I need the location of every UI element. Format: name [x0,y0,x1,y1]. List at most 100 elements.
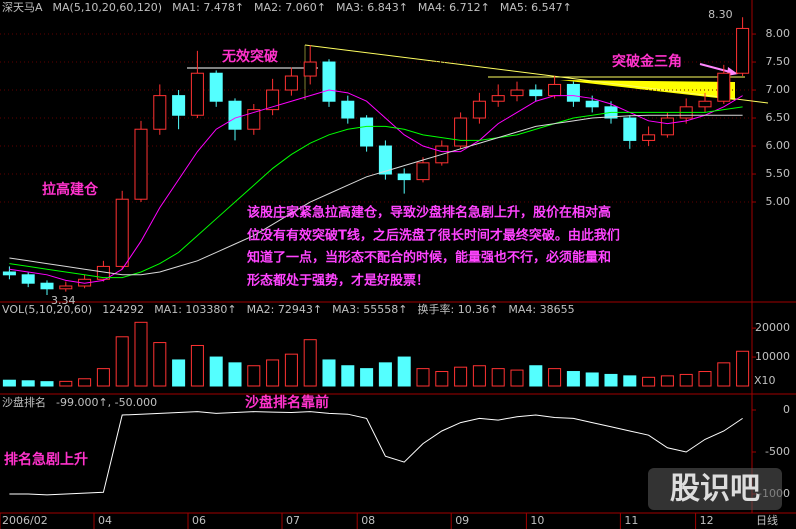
volume-bar [529,365,543,387]
candle-body [491,95,505,102]
y-tick-label: 10000 [755,350,790,363]
volume-bar [585,372,599,387]
volume-bar [78,378,92,387]
annotation: 无效突破 [221,48,278,65]
candle-body [416,162,430,181]
volume-bar [172,359,186,387]
triangle [560,80,735,100]
volume-bar [40,381,54,387]
volume-bar [416,368,430,387]
volume-bar [378,362,392,387]
volume-bar [717,362,731,387]
candle-body [209,72,223,102]
note-line: 形态都处于强势，才是好股票！ [247,273,429,289]
annotation: 沙盘排名靠前 [245,394,329,411]
candle-body [397,173,411,181]
header-item: MA2: 72943↑ [247,303,322,316]
volume-bar [266,359,280,387]
y-tick-label: -500 [765,445,790,458]
header-item: MA5: 6.547↑ [500,1,572,14]
header-item: MA4: 38655 [508,303,574,316]
header-item: 深天马A [2,1,43,14]
x-tick-label: 2006/02 [2,514,48,527]
candle-body [266,89,280,111]
candle-body [623,117,637,141]
annotation: 拉高建仓 [42,181,99,198]
header-item: MA1: 7.478↑ [172,1,244,14]
volume-bar [548,368,562,387]
note-line: 知道了一点，当形态不配合的时候，能量强也不行，必须能量和 [247,250,611,266]
header-item: -99.000↑, -50.000 [56,396,157,409]
volume-bar [510,369,524,387]
x-tick-label: 09 [455,514,469,527]
candle-body [660,117,674,136]
x-tick-label: 04 [98,514,112,527]
x-tick-label: 07 [286,514,300,527]
candle-body [529,89,543,97]
volume-bar [322,359,336,387]
volume-bar [2,379,16,387]
watermark: 股识吧 [670,472,760,507]
rank-line [9,411,743,496]
period-label: 日线 [756,513,778,527]
candle-body [378,145,392,175]
candle-body [115,198,129,267]
volume-bar [115,336,129,387]
candle-body [454,117,468,147]
candle-body [548,83,562,97]
candle-body [736,27,750,74]
volume-bar [247,365,261,387]
header-item: MA4: 6.712↑ [418,1,490,14]
header-item: VOL(5,10,20,60) [2,303,92,316]
volume-bar [491,368,505,387]
y-tick-label: 6.00 [766,139,791,152]
unit-label: X10 [754,374,776,387]
drawings [187,44,769,104]
volume-bar [623,375,637,387]
candle-body [341,100,355,119]
header-item: 换手率: 10.36↑ [418,302,499,316]
candle-body [360,117,374,147]
volume-bar [96,368,110,387]
volume-bar [153,342,167,387]
candle-body [566,83,580,102]
candle-body [2,271,16,276]
y-tick-label: 7.50 [766,55,791,68]
candle-body [228,100,242,130]
volume-bar [190,344,204,387]
volume-bar [228,362,242,387]
header-item: MA(5,10,20,60,120) [53,1,163,14]
candle-body [642,134,656,141]
annotation: 排名急剧上升 [4,451,88,468]
candle-body [717,72,731,102]
candle-body [59,285,73,290]
volume-bar [679,373,693,387]
header-item: MA2: 7.060↑ [254,1,326,14]
volume-bar [303,339,317,387]
volume-bar [736,350,750,387]
volume-bar [341,365,355,387]
candle-body [585,100,599,108]
candle-body [190,72,204,116]
y-tick-label: 7.00 [766,83,791,96]
moving-average [9,89,743,284]
x-tick-label: 12 [700,514,714,527]
y-tick-label: 8.00 [766,27,791,40]
header-item: 124292 [102,303,144,316]
volume-bar [397,356,411,387]
low-label: 3.34 [51,294,76,307]
x-tick-label: 08 [361,514,375,527]
candle-body [134,128,148,200]
x-tick-label: 11 [624,514,638,527]
candle-body [698,100,712,108]
watermark-box [648,468,782,510]
y-tick-label: 6.50 [766,111,791,124]
volume-bar [284,353,298,387]
header-item: MA3: 55558↑ [332,303,407,316]
volume-bar [472,365,486,387]
volume-bar [454,366,468,387]
volume-bar [134,321,148,387]
candle-body [172,95,186,116]
